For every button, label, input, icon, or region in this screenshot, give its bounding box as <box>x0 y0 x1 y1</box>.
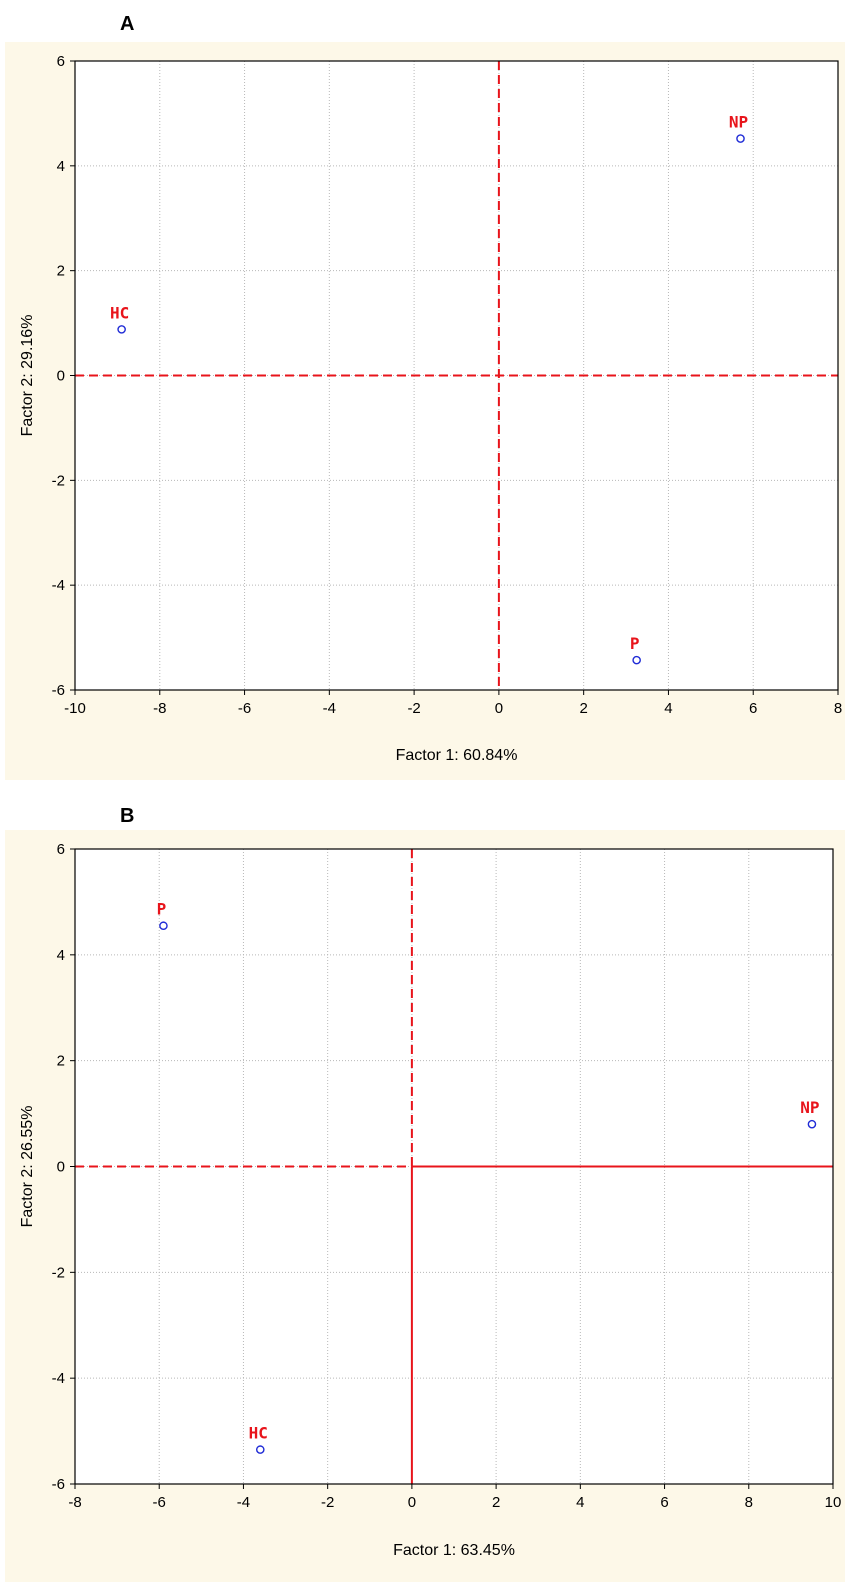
point-label-p: P <box>157 900 167 919</box>
x-tick-label: 6 <box>749 700 757 717</box>
x-tick-label: 4 <box>576 1494 584 1511</box>
y-axis-title: Factor 2: 26.55% <box>19 1106 36 1228</box>
y-tick-label: -6 <box>52 682 65 699</box>
x-tick-label: -6 <box>238 700 251 717</box>
y-tick-label: -2 <box>52 1264 65 1281</box>
y-tick-label: 4 <box>57 158 65 175</box>
data-point-p <box>159 921 168 931</box>
x-axis-title: Factor 1: 60.84% <box>396 747 518 764</box>
y-tick-label: 2 <box>57 263 65 280</box>
x-tick-label: 4 <box>664 700 672 717</box>
x-tick-label: 0 <box>408 1494 416 1511</box>
data-point-hc <box>117 325 126 334</box>
point-label-p: P <box>630 634 640 653</box>
y-tick-label: -4 <box>52 1370 65 1387</box>
data-point-np <box>736 134 745 143</box>
x-tick-label: 8 <box>834 700 842 717</box>
data-point-p <box>632 655 641 665</box>
point-label-np: NP <box>800 1098 819 1117</box>
data-point-hc <box>255 1445 265 1454</box>
x-tick-label: -8 <box>68 1494 81 1511</box>
x-tick-label: 10 <box>825 1494 842 1511</box>
x-axis-title: Factor 1: 63.45% <box>393 1542 515 1559</box>
x-tick-label: 8 <box>745 1494 753 1511</box>
x-tick-label: 2 <box>492 1494 500 1511</box>
panel-letter: B <box>120 805 134 827</box>
x-tick-label: -2 <box>407 700 420 717</box>
x-tick-label: -4 <box>237 1494 250 1511</box>
x-tick-label: -2 <box>321 1494 334 1511</box>
y-tick-label: 6 <box>57 841 65 858</box>
y-tick-label: -2 <box>52 472 65 489</box>
point-label-hc: HC <box>249 1424 268 1443</box>
y-tick-label: -4 <box>52 577 65 594</box>
x-tick-label: -10 <box>64 700 86 717</box>
chart-panel-a: A -10 -8 -6 -4 -2 0 2 4 6 8 -6 -4 -2 0 2 4 6 Factor 1: 60.… <box>5 13 845 780</box>
x-tick-label: 2 <box>579 700 587 717</box>
y-tick-label: 4 <box>57 947 65 964</box>
x-tick-label: 6 <box>660 1494 668 1511</box>
x-tick-label: -4 <box>323 700 336 717</box>
x-tick-label: -8 <box>153 700 166 717</box>
x-tick-label: 0 <box>495 700 503 717</box>
y-axis-title: Factor 2: 29.16% <box>19 315 36 437</box>
point-label-hc: HC <box>110 303 129 322</box>
panel-letter: A <box>120 13 134 35</box>
y-tick-label: -6 <box>52 1476 65 1493</box>
y-tick-label: 0 <box>57 1159 65 1176</box>
y-tick-label: 2 <box>57 1053 65 1070</box>
point-label-np: NP <box>729 113 748 132</box>
y-tick-label: 0 <box>57 368 65 385</box>
data-point-np <box>807 1119 817 1129</box>
y-tick-label: 6 <box>57 53 65 70</box>
x-tick-label: -6 <box>153 1494 166 1511</box>
